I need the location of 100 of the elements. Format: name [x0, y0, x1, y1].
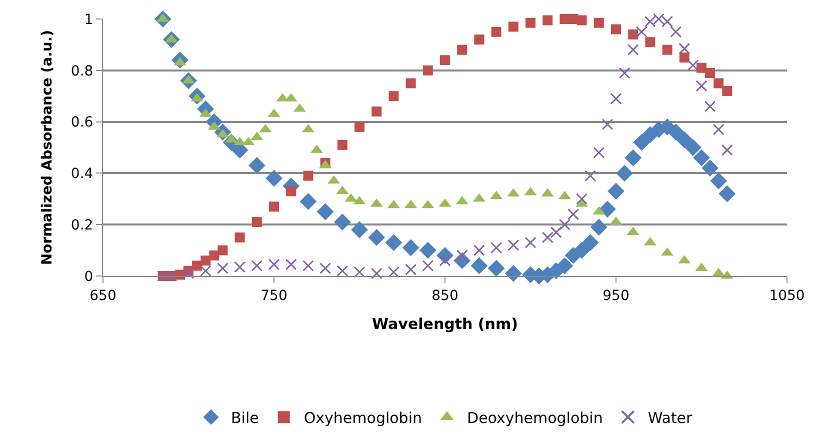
- legend-label: Deoxyhemoglobin: [467, 408, 603, 427]
- point: [676, 131, 693, 148]
- point: [556, 257, 574, 274]
- point: [560, 14, 570, 24]
- point: [302, 260, 314, 272]
- point: [550, 226, 562, 238]
- y-tick-label: 0.2: [70, 218, 94, 234]
- legend-label: Bile: [231, 408, 259, 427]
- point: [385, 234, 402, 252]
- point: [334, 214, 351, 230]
- y-tick-label: 0.8: [70, 63, 94, 80]
- point: [285, 258, 297, 270]
- point: [616, 164, 633, 182]
- point: [684, 139, 702, 156]
- y-axis-title: Normalized Absorbance (a.u.): [40, 30, 56, 266]
- point: [590, 218, 608, 236]
- point: [576, 193, 588, 205]
- point: [705, 68, 716, 78]
- point: [687, 60, 699, 72]
- point: [351, 221, 368, 238]
- point: [542, 232, 554, 244]
- point: [714, 78, 724, 88]
- point: [504, 264, 522, 282]
- legend-label: Water: [648, 408, 694, 427]
- point: [696, 80, 708, 92]
- point: [721, 144, 733, 156]
- point: [388, 266, 400, 278]
- point: [628, 29, 638, 40]
- point: [488, 260, 505, 277]
- point: [610, 92, 622, 104]
- point: [216, 262, 228, 274]
- point: [251, 260, 263, 272]
- point: [645, 37, 656, 48]
- point: [234, 261, 246, 273]
- point: [710, 172, 728, 190]
- x-tick-label: 850: [432, 288, 458, 304]
- point: [406, 78, 416, 88]
- point: [526, 18, 536, 28]
- point: [602, 118, 614, 130]
- point: [491, 26, 502, 37]
- point: [608, 182, 624, 200]
- point: [712, 124, 724, 136]
- point: [300, 193, 317, 210]
- point: [354, 266, 366, 278]
- point: [218, 245, 228, 256]
- point: [368, 229, 386, 246]
- point: [636, 26, 648, 38]
- point: [568, 208, 579, 220]
- point: [200, 256, 211, 266]
- point: [633, 134, 650, 151]
- point: [524, 236, 536, 248]
- point: [234, 232, 245, 242]
- point: [558, 218, 570, 230]
- point: [627, 44, 639, 56]
- x-tick-label: 650: [90, 288, 116, 304]
- y-tick-label: 0: [84, 268, 94, 285]
- point: [593, 146, 605, 158]
- point: [573, 242, 590, 259]
- point: [372, 106, 382, 117]
- point: [303, 170, 314, 181]
- x-tick-label: 750: [260, 288, 288, 304]
- point: [337, 140, 348, 150]
- y-tick-label: 1: [84, 12, 94, 28]
- point: [611, 24, 621, 34]
- point: [266, 170, 282, 187]
- point: [209, 250, 220, 260]
- point: [422, 260, 434, 272]
- point: [678, 42, 690, 54]
- point: [508, 22, 518, 32]
- point: [679, 52, 690, 63]
- point: [584, 170, 596, 182]
- x-tick-label: 1050: [769, 288, 805, 304]
- point: [693, 149, 710, 166]
- point: [718, 185, 736, 202]
- point: [594, 18, 604, 28]
- point: [200, 265, 212, 277]
- y-tick-label: 0.6: [70, 114, 94, 131]
- point: [542, 15, 553, 26]
- point: [252, 217, 262, 228]
- legend-label: Oxyhemoglobin: [304, 408, 422, 427]
- point: [702, 160, 718, 177]
- point: [618, 67, 630, 79]
- x-tick-label: 950: [602, 288, 630, 304]
- point: [470, 257, 488, 274]
- point: [419, 242, 436, 259]
- point: [248, 157, 266, 174]
- point: [582, 234, 599, 252]
- point: [457, 44, 468, 55]
- point: [662, 44, 672, 55]
- point: [473, 244, 485, 256]
- point: [370, 268, 382, 280]
- point: [182, 268, 194, 280]
- point: [440, 55, 450, 66]
- point: [286, 186, 296, 196]
- point: [316, 203, 334, 220]
- point: [576, 15, 587, 26]
- point: [388, 91, 399, 102]
- point: [624, 149, 642, 166]
- point: [422, 65, 433, 76]
- y-tick-label: 0.4: [70, 166, 94, 182]
